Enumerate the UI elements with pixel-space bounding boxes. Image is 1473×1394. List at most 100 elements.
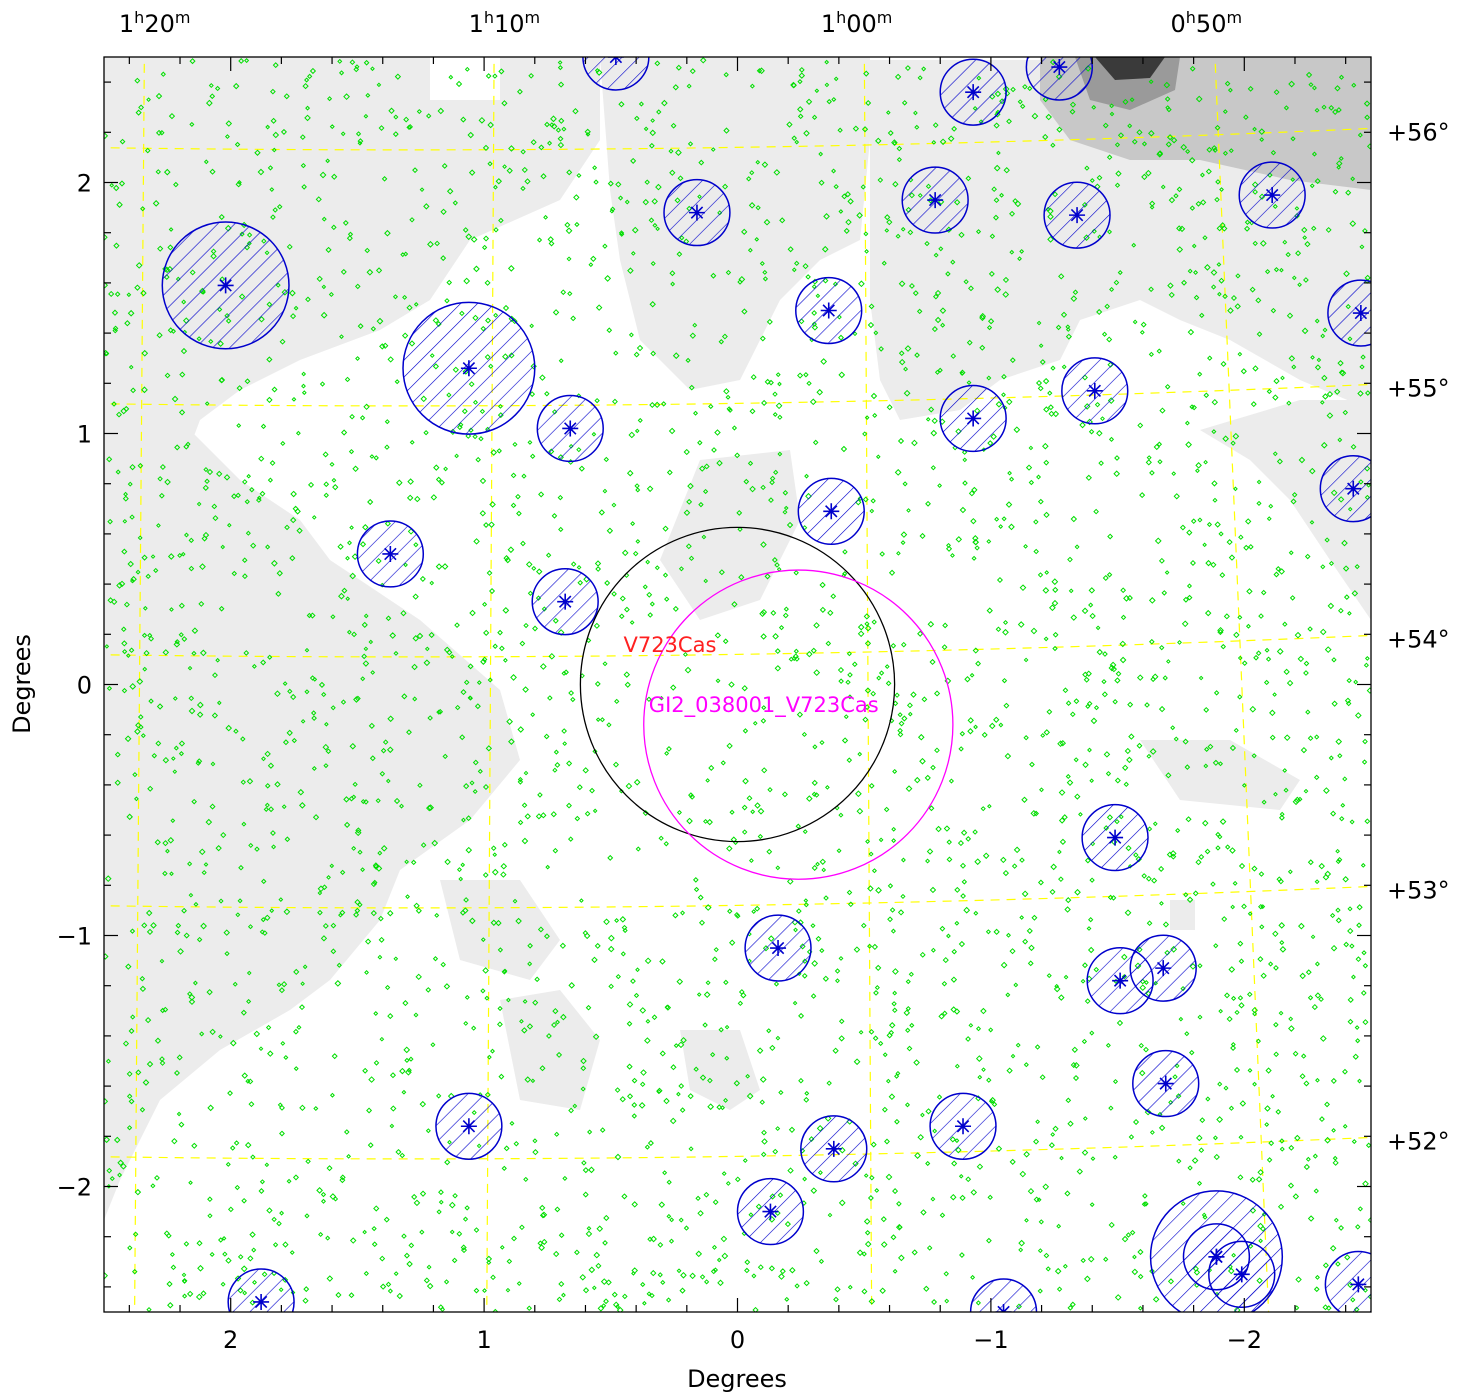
catalog-star-point [806,380,812,387]
target-circle [579,526,896,843]
catalog-star-point [1327,602,1335,610]
catalog-star-point [627,1093,634,1100]
catalog-star-point [646,485,654,493]
catalog-star-point [557,65,563,71]
catalog-star-point [1285,251,1291,258]
catalog-star-point [366,1107,373,1114]
catalog-star-point [1264,1105,1271,1112]
catalog-star-point [125,653,131,658]
catalog-star-point [1314,107,1320,113]
catalog-star-point [996,576,1003,584]
catalog-star-point [371,1225,377,1232]
catalog-star-point [1334,388,1341,395]
catalog-star-point [370,910,377,917]
catalog-star-point [1058,876,1064,883]
catalog-star-point [431,839,439,847]
catalog-star-point [122,518,128,524]
catalog-star-point [993,197,1000,204]
catalog-star-point [137,535,143,541]
catalog-star-point [326,1165,333,1172]
catalog-star-point [1328,755,1334,761]
catalog-star-point [1357,132,1363,138]
catalog-star-point [338,70,345,76]
catalog-star-point [322,451,329,458]
bright-source-circle [1324,1250,1371,1312]
catalog-star-point [1238,534,1244,540]
catalog-star-point [552,309,560,316]
catalog-star-point [1212,497,1218,503]
catalog-star-point [775,1126,781,1132]
catalog-star-point [1240,368,1247,375]
catalog-star-point [1282,768,1288,773]
catalog-star-point [602,488,608,494]
catalog-star-point [958,940,966,948]
catalog-star-point [1089,1030,1095,1036]
catalog-star-point [630,251,636,256]
catalog-star-point [804,473,809,479]
catalog-star-point [495,919,502,927]
catalog-star-point [1188,157,1196,164]
catalog-star-point [685,357,691,363]
catalog-star-point [769,1044,776,1052]
catalog-star-point [488,521,495,528]
catalog-star-point [547,695,553,701]
bright-source-marker [1069,207,1086,224]
catalog-star-point [627,267,634,274]
catalog-star-point [122,648,128,655]
catalog-star-point [393,797,401,805]
catalog-star-point [107,597,114,604]
catalog-star-point [1349,943,1355,949]
catalog-star-point [757,833,764,840]
catalog-star-point [1186,594,1193,601]
catalog-star-point [1318,862,1325,870]
catalog-star-point [838,371,846,379]
catalog-star-point [1108,1105,1114,1111]
catalog-star-point [1355,956,1362,963]
catalog-star-point [581,1160,587,1166]
catalog-star-point [620,951,626,957]
catalog-star-point [225,120,233,127]
catalog-star-point [1276,648,1284,655]
catalog-star-point [1061,814,1068,821]
catalog-star-point [960,893,967,899]
catalog-star-point [811,779,818,786]
catalog-star-point [825,640,832,647]
catalog-star-point [240,779,247,785]
catalog-star-point [631,1267,639,1274]
catalog-star-point [1241,903,1247,910]
catalog-star-point [1337,360,1344,367]
catalog-star-point [838,1018,845,1025]
catalog-star-point [201,869,207,876]
catalog-star-point [959,506,967,514]
catalog-star-point [595,304,603,311]
catalog-star-point [1278,1010,1284,1016]
catalog-star-point [442,753,448,760]
catalog-star-point [1023,735,1029,741]
catalog-star-point [126,813,133,821]
catalog-star-point [1017,99,1023,105]
background-intensity-map [104,57,1371,1220]
catalog-star-point [768,379,774,386]
catalog-star-point [797,113,804,120]
catalog-star-point [1228,1105,1235,1111]
catalog-star-point [1042,1183,1050,1191]
catalog-star-point [851,661,858,668]
catalog-star-point [856,1249,864,1257]
catalog-star-point [1351,1139,1357,1145]
catalog-star-point [861,126,869,133]
catalog-star-point [715,678,721,684]
catalog-star-point [188,998,196,1005]
catalog-star-point [517,776,523,783]
catalog-star-point [678,566,684,572]
catalog-star-point [1331,1128,1336,1133]
catalog-star-point [122,495,129,502]
catalog-star-point [574,221,580,228]
catalog-star-point [1203,763,1209,769]
catalog-star-point [321,691,327,698]
catalog-star-point [188,1180,193,1186]
catalog-star-point [858,1029,864,1035]
catalog-star-point [364,247,371,254]
catalog-star-point [1212,759,1219,766]
catalog-star-point [811,960,819,967]
catalog-star-point [309,67,317,75]
